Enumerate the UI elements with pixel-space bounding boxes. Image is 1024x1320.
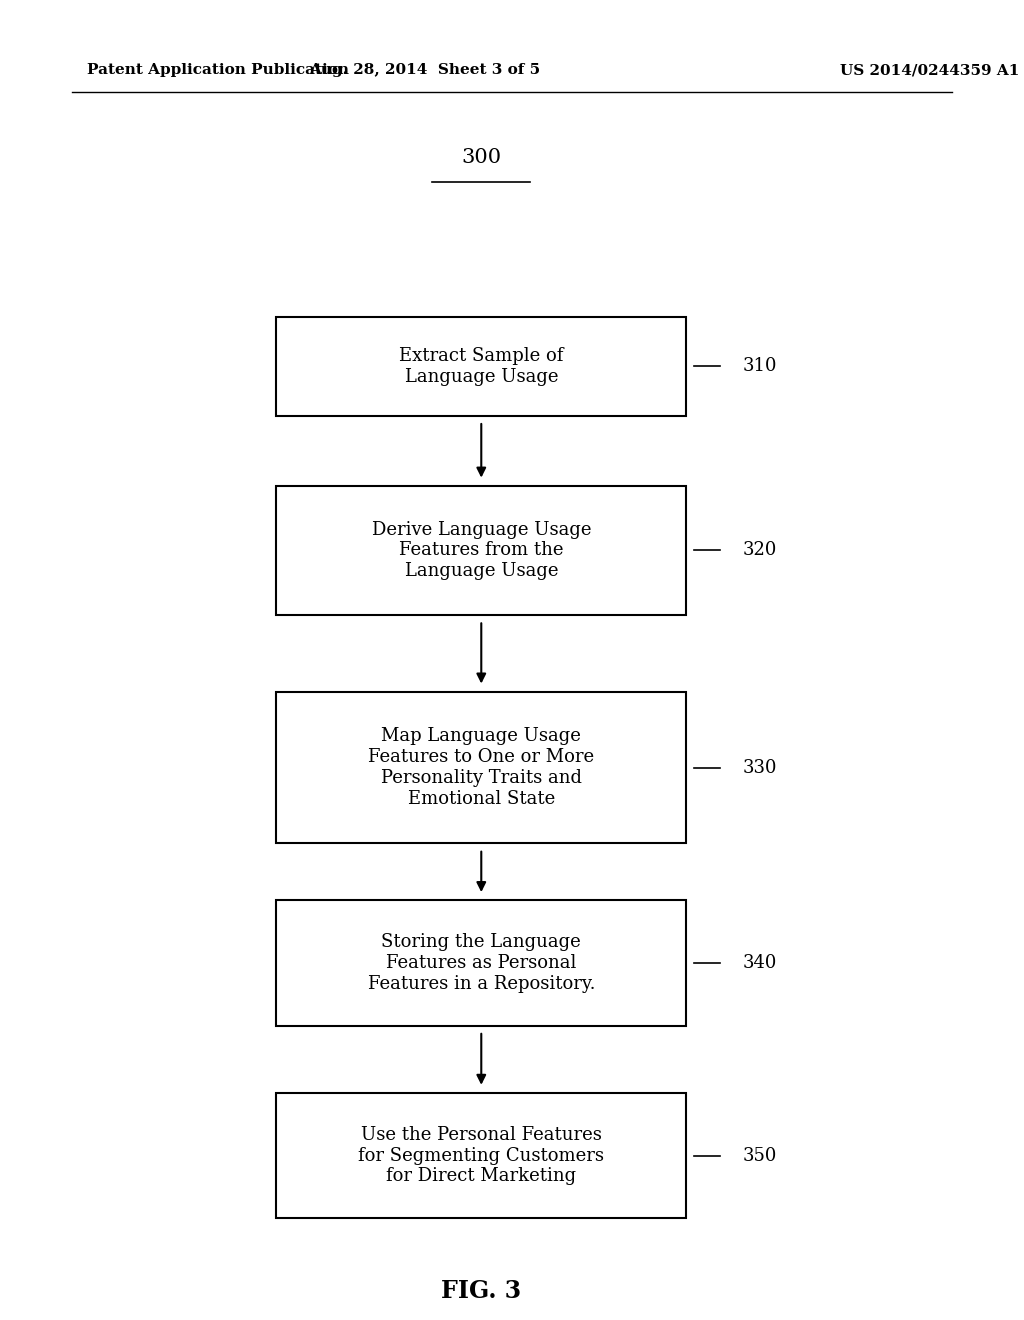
Text: Map Language Usage
Features to One or More
Personality Traits and
Emotional Stat: Map Language Usage Features to One or Mo… bbox=[369, 727, 594, 808]
Text: 320: 320 bbox=[742, 541, 777, 560]
Bar bbox=[276, 317, 686, 416]
Text: 310: 310 bbox=[742, 358, 777, 375]
Bar bbox=[276, 1093, 686, 1218]
Text: US 2014/0244359 A1: US 2014/0244359 A1 bbox=[840, 63, 1019, 78]
Text: Use the Personal Features
for Segmenting Customers
for Direct Marketing: Use the Personal Features for Segmenting… bbox=[358, 1126, 604, 1185]
Text: 340: 340 bbox=[742, 954, 777, 972]
Bar bbox=[276, 900, 686, 1026]
Text: 300: 300 bbox=[461, 148, 502, 166]
Text: Storing the Language
Features as Personal
Features in a Repository.: Storing the Language Features as Persona… bbox=[368, 933, 595, 993]
Text: FIG. 3: FIG. 3 bbox=[441, 1279, 521, 1303]
Text: Derive Language Usage
Features from the
Language Usage: Derive Language Usage Features from the … bbox=[372, 520, 591, 581]
Text: Extract Sample of
Language Usage: Extract Sample of Language Usage bbox=[399, 347, 563, 385]
Text: Aug. 28, 2014  Sheet 3 of 5: Aug. 28, 2014 Sheet 3 of 5 bbox=[309, 63, 541, 78]
Bar bbox=[276, 692, 686, 843]
Bar bbox=[276, 486, 686, 615]
Text: 330: 330 bbox=[742, 759, 777, 776]
Text: Patent Application Publication: Patent Application Publication bbox=[87, 63, 349, 78]
Text: 350: 350 bbox=[742, 1147, 777, 1164]
